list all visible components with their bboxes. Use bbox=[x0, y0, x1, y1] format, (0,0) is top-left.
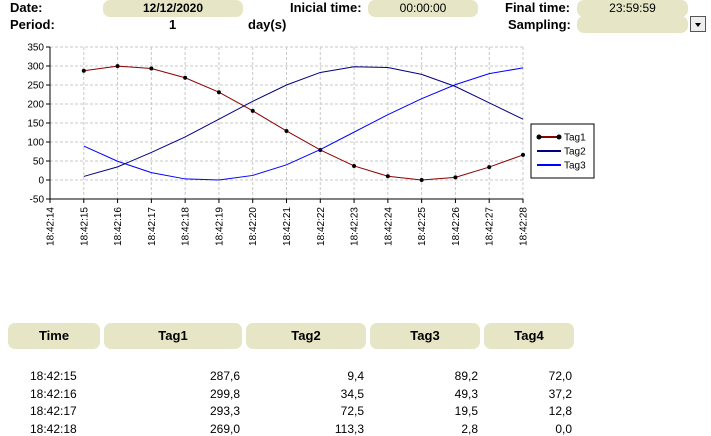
data-point bbox=[521, 152, 525, 157]
final-time-label: Final time: bbox=[505, 0, 571, 15]
data-point bbox=[81, 68, 86, 73]
data-point bbox=[149, 66, 154, 71]
y-tick-label: 250 bbox=[27, 81, 44, 92]
table-cell: 18:42:17 bbox=[30, 404, 77, 418]
table-cell: 37,2 bbox=[548, 386, 572, 401]
initial-time-label: Inicial time: bbox=[290, 0, 362, 15]
series-line bbox=[83, 66, 524, 177]
data-point bbox=[284, 128, 289, 133]
table-cell: 269,0 bbox=[209, 421, 240, 436]
data-point bbox=[487, 165, 492, 170]
column-header: Time bbox=[8, 323, 100, 349]
legend-marker bbox=[536, 134, 542, 140]
period-unit: day(s) bbox=[248, 17, 287, 32]
final-time-field[interactable]: 23:59:59 bbox=[577, 0, 688, 17]
table-cell: 9,4 bbox=[347, 369, 364, 383]
table-cell: 2,8 bbox=[461, 421, 478, 436]
table-cell: 34,5 bbox=[340, 386, 364, 401]
table-cell: 0,0 bbox=[555, 421, 572, 436]
table-cell: 113,3 bbox=[334, 421, 364, 436]
table-cell: 299,8 bbox=[209, 386, 240, 401]
table-cell: 18:42:18 bbox=[30, 421, 77, 436]
data-point bbox=[216, 90, 221, 95]
x-tick-label: 18:42:19 bbox=[214, 207, 225, 246]
y-tick-label: 0 bbox=[38, 176, 44, 187]
chart: -50 0 50 100 150 200 250 300 350 18:42:14 18:42:15… bbox=[27, 43, 595, 246]
y-tick-label: -50 bbox=[30, 195, 45, 206]
table-cell: 287,6 bbox=[209, 369, 240, 383]
column-header: Tag3 bbox=[370, 323, 480, 349]
legend-marker bbox=[556, 134, 562, 140]
y-tick-label: 150 bbox=[27, 119, 44, 130]
x-tick-label: 18:42:26 bbox=[451, 207, 462, 246]
y-tick-label: 50 bbox=[33, 157, 45, 168]
period-label: Period: bbox=[10, 17, 55, 32]
column-header: Tag2 bbox=[246, 323, 366, 349]
data-point bbox=[453, 175, 458, 180]
initial-time-field[interactable]: 00:00:00 bbox=[368, 0, 478, 17]
data-point bbox=[419, 178, 424, 182]
table-cell: 72,0 bbox=[548, 369, 572, 383]
series-line bbox=[83, 67, 524, 181]
column-header: Tag4 bbox=[484, 323, 574, 349]
sampling-dropdown[interactable] bbox=[577, 16, 688, 33]
series-line bbox=[83, 65, 524, 181]
table-cell: 49,3 bbox=[454, 386, 478, 401]
date-field[interactable]: 12/12/2020 bbox=[103, 0, 243, 17]
x-tick-label: 18:42:28 bbox=[519, 207, 530, 246]
x-tick-label: 18:42:25 bbox=[417, 207, 428, 246]
table-cell: 18:42:15 bbox=[30, 369, 77, 383]
x-tick-label: 18:42:17 bbox=[147, 207, 158, 246]
x-tick-label: 18:42:18 bbox=[181, 207, 192, 246]
sampling-label: Sampling: bbox=[508, 17, 571, 32]
data-point bbox=[385, 174, 390, 179]
table-cell: 89,2 bbox=[454, 369, 478, 383]
data-point bbox=[115, 64, 120, 69]
x-tick-label: 18:42:21 bbox=[282, 207, 293, 246]
table-cell: 72,5 bbox=[340, 404, 364, 418]
x-tick-label: 18:42:16 bbox=[113, 207, 124, 246]
legend-label: Tag2 bbox=[564, 147, 586, 158]
date-label: Date: bbox=[10, 0, 43, 15]
y-tick-label: 300 bbox=[27, 62, 44, 73]
period-field[interactable]: 1 bbox=[169, 17, 177, 32]
data-point bbox=[183, 75, 188, 80]
dropdown-button[interactable] bbox=[690, 16, 706, 32]
x-tick-label: 18:42:22 bbox=[316, 207, 327, 246]
data-point bbox=[352, 163, 357, 168]
column-header: Tag1 bbox=[104, 323, 242, 349]
legend-label: Tag1 bbox=[564, 133, 586, 144]
legend-label: Tag3 bbox=[564, 161, 586, 172]
table-cell: 19,5 bbox=[454, 404, 478, 418]
table-cell: 18:42:16 bbox=[30, 386, 77, 401]
x-tick-label: 18:42:24 bbox=[383, 207, 394, 246]
y-tick-label: 350 bbox=[27, 43, 44, 54]
table-cell: 12,8 bbox=[548, 404, 572, 418]
data-point bbox=[250, 108, 255, 113]
y-tick-label: 200 bbox=[27, 100, 44, 111]
x-tick-label: 18:42:27 bbox=[485, 207, 496, 246]
x-tick-label: 18:42:20 bbox=[248, 207, 259, 246]
x-tick-label: 18:42:14 bbox=[46, 207, 57, 246]
table-cell: 293,3 bbox=[209, 404, 240, 418]
y-tick-label: 100 bbox=[27, 138, 44, 149]
x-tick-label: 18:42:15 bbox=[79, 207, 90, 246]
x-tick-label: 18:42:23 bbox=[350, 207, 361, 246]
